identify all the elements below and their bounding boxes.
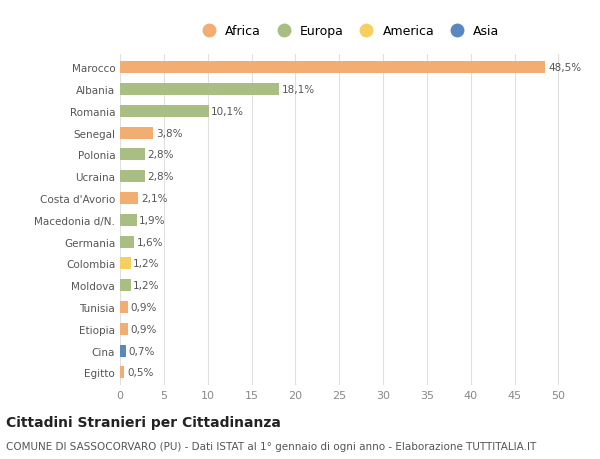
Bar — [120, 345, 126, 357]
Bar — [120, 367, 124, 379]
Bar — [120, 84, 279, 96]
Bar — [120, 214, 137, 226]
Text: 1,9%: 1,9% — [139, 215, 166, 225]
Bar — [120, 280, 131, 291]
Bar — [120, 171, 145, 183]
Text: 0,9%: 0,9% — [131, 324, 157, 334]
Text: 18,1%: 18,1% — [281, 85, 314, 95]
Bar — [120, 193, 139, 205]
Text: 10,1%: 10,1% — [211, 106, 244, 117]
Bar — [120, 106, 209, 118]
Legend: Africa, Europa, America, Asia: Africa, Europa, America, Asia — [193, 22, 503, 42]
Text: COMUNE DI SASSOCORVARO (PU) - Dati ISTAT al 1° gennaio di ogni anno - Elaborazio: COMUNE DI SASSOCORVARO (PU) - Dati ISTAT… — [6, 441, 536, 451]
Text: 2,8%: 2,8% — [147, 150, 173, 160]
Text: 0,7%: 0,7% — [129, 346, 155, 356]
Text: 0,5%: 0,5% — [127, 368, 154, 377]
Bar — [120, 128, 154, 140]
Text: 1,6%: 1,6% — [137, 237, 163, 247]
Text: 48,5%: 48,5% — [548, 63, 581, 73]
Bar — [120, 236, 134, 248]
Bar — [120, 258, 131, 270]
Bar — [120, 301, 128, 313]
Text: 3,8%: 3,8% — [156, 129, 182, 138]
Text: 0,9%: 0,9% — [131, 302, 157, 312]
Text: 2,1%: 2,1% — [141, 194, 167, 204]
Text: 1,2%: 1,2% — [133, 280, 160, 291]
Bar — [120, 149, 145, 161]
Bar — [120, 323, 128, 335]
Text: 1,2%: 1,2% — [133, 259, 160, 269]
Bar — [120, 62, 545, 74]
Text: Cittadini Stranieri per Cittadinanza: Cittadini Stranieri per Cittadinanza — [6, 415, 281, 429]
Text: 2,8%: 2,8% — [147, 172, 173, 182]
